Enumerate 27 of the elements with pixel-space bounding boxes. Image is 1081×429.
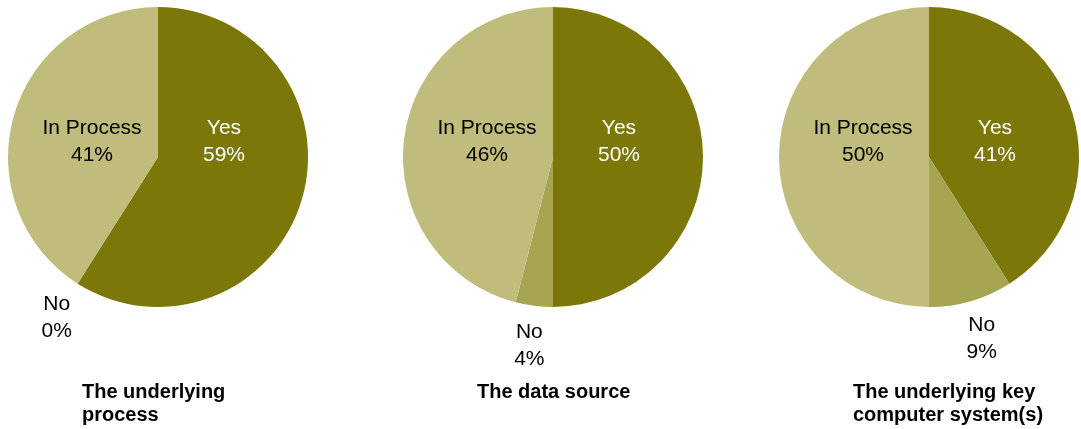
pie-slice bbox=[929, 7, 1079, 284]
slice-label: Yes bbox=[601, 114, 637, 138]
text: The underlying process bbox=[82, 380, 226, 425]
data-label: 50% bbox=[597, 141, 641, 165]
data-label: 41% bbox=[973, 141, 1017, 165]
slice-label: Yes bbox=[206, 114, 242, 138]
text: 0% bbox=[41, 317, 72, 341]
slice-label: Yes bbox=[977, 114, 1013, 138]
slice-label: No bbox=[968, 312, 996, 336]
slice-label: No bbox=[515, 318, 543, 342]
pie-slice bbox=[403, 7, 553, 303]
pie-slice bbox=[515, 157, 553, 307]
slice-label: In Process bbox=[42, 114, 142, 138]
text: The underlying key computer system(s) bbox=[853, 380, 1044, 425]
pie-slice bbox=[553, 7, 703, 307]
data-label: 9% bbox=[966, 339, 997, 363]
data-label: 4% bbox=[514, 345, 545, 369]
pie-slice bbox=[8, 7, 158, 284]
category-label: No bbox=[43, 290, 71, 314]
slice-label: In Process bbox=[813, 114, 913, 138]
data-label: 50% bbox=[841, 141, 885, 165]
pie-slice bbox=[779, 7, 929, 307]
data-label: 41% bbox=[70, 141, 114, 165]
slice-label: In Process bbox=[437, 114, 537, 138]
data-label: 59% bbox=[202, 141, 246, 165]
text: The data source bbox=[477, 380, 631, 402]
data-label: 46% bbox=[465, 141, 509, 165]
